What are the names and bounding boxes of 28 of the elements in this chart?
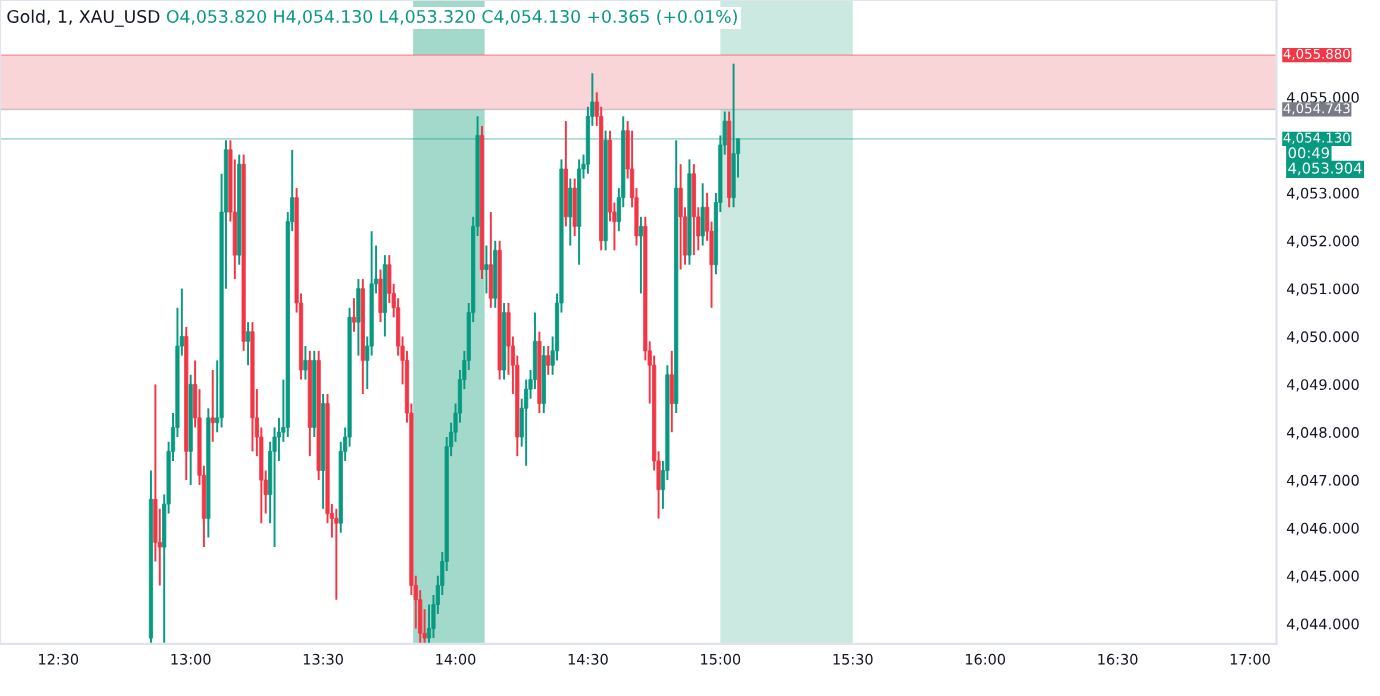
candlestick [378, 268, 383, 324]
candlestick [351, 297, 357, 333]
candlestick [563, 120, 568, 228]
text: Gold, 1, XAU_USD [7, 9, 160, 27]
candlestick [532, 311, 538, 391]
candlestick [484, 244, 489, 295]
candlestick [678, 163, 683, 271]
candlestick [245, 321, 251, 367]
candlestick [488, 211, 493, 309]
candlestick [303, 345, 308, 381]
candlestick [356, 278, 361, 357]
candlestick [426, 603, 432, 644]
candlestick [272, 426, 277, 549]
candlestick [541, 345, 546, 415]
candlestick [210, 369, 215, 443]
candlestick [731, 62, 736, 209]
candlestick [691, 163, 696, 257]
candlestick [568, 177, 573, 247]
candlestick [572, 177, 577, 237]
text: O4,053.820 H4,054.130 L4,053.320 C4,054.130 +0.365 (+0.01%) [166, 9, 737, 26]
candlestick [638, 215, 643, 295]
candlestick [382, 254, 387, 338]
candlestick [334, 507, 339, 601]
candlestick [700, 182, 705, 247]
candlestick [669, 349, 674, 434]
candlestick [493, 239, 498, 309]
candlestick [524, 378, 529, 467]
candlestick [546, 345, 551, 376]
